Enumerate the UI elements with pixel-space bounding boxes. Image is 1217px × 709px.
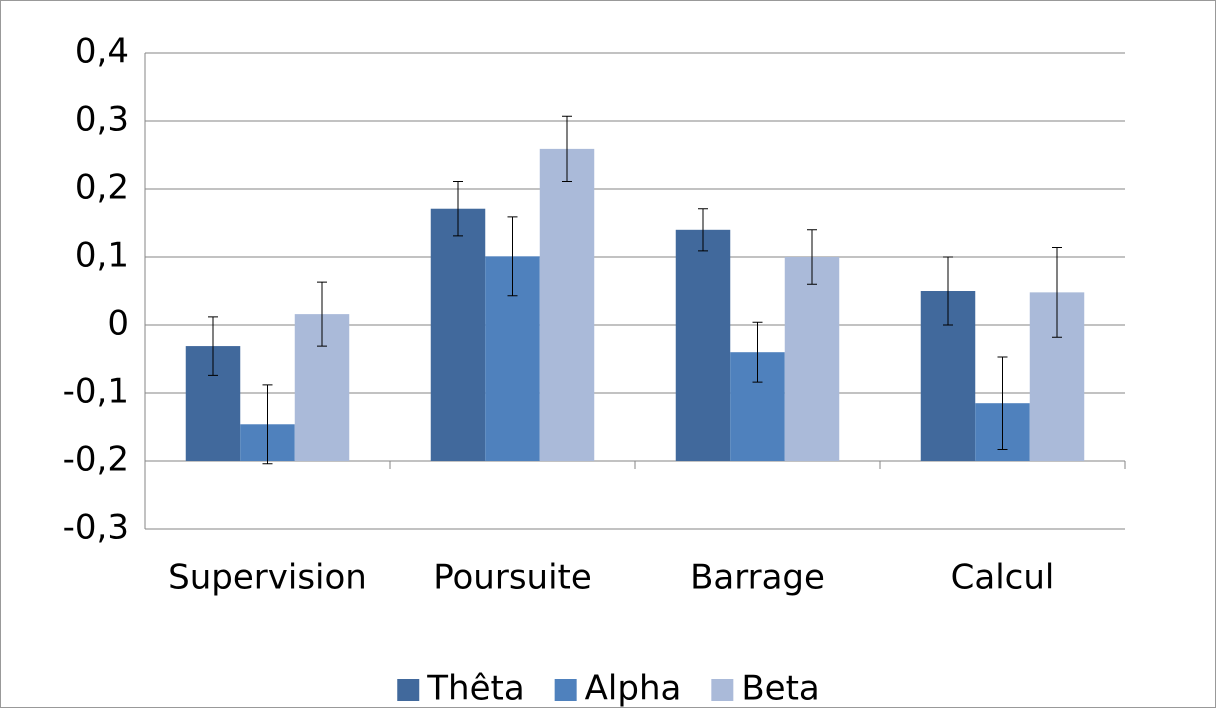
error-bar [1052,246,1062,338]
error-bar [317,281,327,347]
legend-swatch [554,679,577,701]
error-bar [752,321,763,383]
y-tick-label: -0,2 [63,440,129,480]
error-bar [507,216,518,297]
bar [430,208,486,461]
y-tick-label: -0,3 [63,508,129,548]
y-tick-label: 0,3 [75,100,129,140]
error-bar [262,384,273,465]
bar [784,257,840,461]
error-bar [997,356,1008,450]
y-tick-label: 0,4 [75,32,129,72]
y-tick-label: 0,1 [75,236,129,276]
y-tick-label: 0 [107,304,129,344]
y-tick-label: 0,2 [75,168,129,208]
bar [539,148,595,461]
x-tick-label: Calcul [951,558,1055,598]
error-bar [562,115,572,183]
legend-label: Thêta [426,669,524,709]
legend-label: Alpha [585,669,682,709]
x-tick-label: Supervision [168,558,367,598]
error-bar [453,181,463,237]
error-bar [943,256,953,326]
error-bar [698,208,708,252]
x-tick-label: Barrage [690,558,825,598]
x-tick-label: Poursuite [433,558,592,598]
legend-swatch [711,679,734,701]
y-tick-label: -0,1 [63,372,129,412]
legend-swatch [397,679,420,701]
bar [675,229,731,461]
legend-label: Beta [741,669,819,709]
error-bar [208,316,218,376]
error-bar [807,229,817,285]
